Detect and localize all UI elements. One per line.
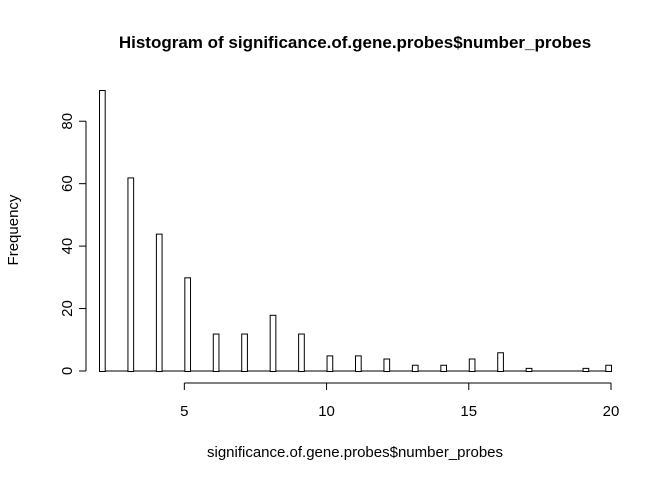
- histogram-bar: [440, 364, 448, 372]
- histogram-bar: [355, 355, 362, 372]
- histogram-bar: [468, 358, 476, 372]
- chart-title: Histogram of significance.of.gene.probes…: [119, 33, 591, 52]
- histogram-bar: [241, 333, 248, 372]
- histogram-bar: [298, 333, 305, 372]
- histogram-bar: [326, 355, 334, 372]
- histogram-bar: [184, 277, 192, 373]
- x-tick-label: 5: [180, 403, 188, 420]
- histogram-bar: [99, 90, 106, 372]
- histogram-bar: [411, 364, 419, 372]
- y-tick-label: 60: [59, 175, 76, 192]
- histogram-bar: [582, 367, 590, 372]
- y-tick-label: 80: [59, 113, 76, 130]
- histogram-bars: [99, 90, 612, 373]
- y-axis: 0 20 40 60 80: [59, 113, 87, 375]
- y-tick-label: 40: [59, 238, 76, 255]
- histogram-bar: [383, 358, 391, 372]
- x-axis: 5 10 15 20: [180, 382, 620, 420]
- x-tick-label: 15: [460, 403, 477, 420]
- histogram-bar: [605, 364, 612, 372]
- histogram-bar: [525, 367, 533, 372]
- histogram-bar: [155, 233, 163, 372]
- histogram-bar: [212, 333, 220, 372]
- histogram-bar: [127, 177, 135, 372]
- x-tick-label: 20: [603, 403, 620, 420]
- x-tick-label: 10: [318, 403, 335, 420]
- x-axis-label: significance.of.gene.probes$number_probe…: [207, 444, 503, 461]
- histogram-bar: [497, 352, 504, 372]
- y-tick-label: 20: [59, 300, 76, 317]
- y-tick-label: 0: [59, 367, 76, 375]
- histogram-bar: [269, 314, 277, 372]
- y-axis-label: Frequency: [5, 194, 22, 265]
